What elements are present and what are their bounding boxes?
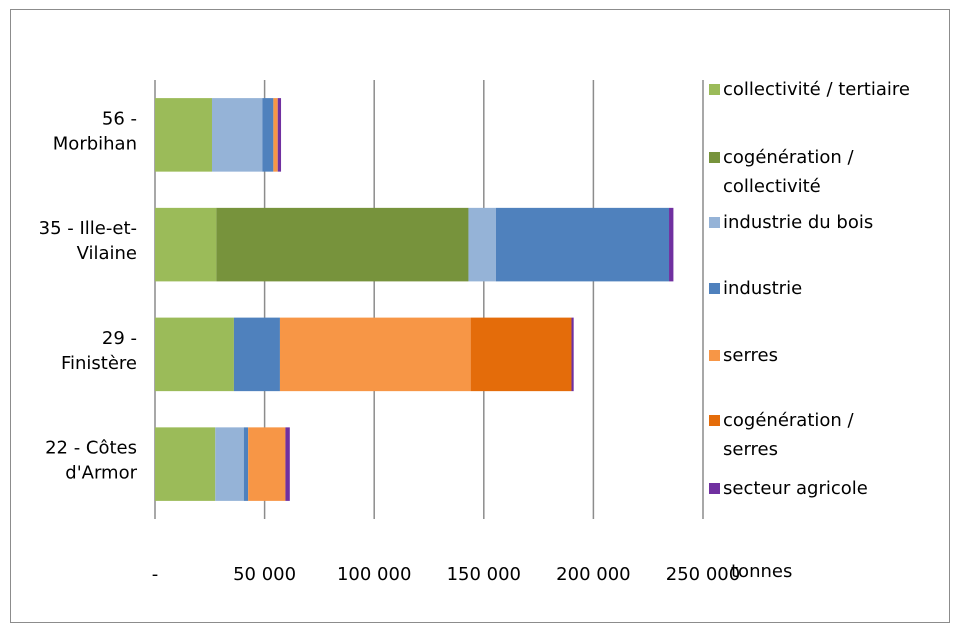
bar-segment <box>468 207 496 282</box>
category-label: 22 - Côtes <box>45 438 137 459</box>
bar-segment <box>285 427 290 501</box>
stacked-bar-chart: 56 - Morbihan 35 - Ille-et- Vilaine 29 - Fini… <box>39 79 910 585</box>
bar-segment <box>155 427 216 501</box>
x-axis-title: tonnes <box>731 561 792 582</box>
legend-swatch <box>709 283 720 294</box>
bar-segment <box>243 427 249 501</box>
bar-segment <box>495 207 670 282</box>
bar-segment <box>262 98 274 172</box>
legend-swatch <box>709 483 720 494</box>
legend-label: cogénération / <box>723 147 855 168</box>
x-tick-label: - <box>152 564 159 585</box>
legend-swatch <box>709 84 720 95</box>
bar-segment <box>233 317 280 392</box>
chart-frame: 56 - Morbihan 35 - Ille-et- Vilaine 29 - Fini… <box>10 9 950 623</box>
category-label: Morbihan <box>53 133 137 154</box>
bar-segment <box>216 207 469 282</box>
x-tick-label: 50 000 <box>233 564 296 585</box>
legend-label: collectivité <box>723 176 821 197</box>
category-label: Vilaine <box>77 243 137 264</box>
category-label: Finistère <box>61 353 137 374</box>
bar-segment <box>277 98 282 172</box>
legend-swatch <box>709 152 720 163</box>
x-tick-label: 100 000 <box>337 564 411 585</box>
x-tick-label: 200 000 <box>556 564 630 585</box>
bar-segment <box>273 98 278 172</box>
bar-segment <box>248 427 286 501</box>
category-label: 35 - Ille-et- <box>39 218 137 239</box>
legend-swatch <box>709 415 720 426</box>
legend-label: industrie du bois <box>723 212 873 233</box>
bar-segment <box>155 98 212 172</box>
category-label: d'Armor <box>65 463 137 484</box>
bar-segment <box>155 207 217 282</box>
bar-segment <box>470 317 572 392</box>
legend-label: serres <box>723 345 778 366</box>
bar-segment <box>571 317 574 392</box>
category-label: 29 - <box>102 328 137 349</box>
bar-segment <box>669 207 674 282</box>
bar-segment <box>215 427 244 501</box>
x-tick-label: 250 000 <box>666 564 740 585</box>
legend-label: serres <box>723 439 778 460</box>
bar-segment <box>279 317 471 392</box>
legend-label: secteur agricole <box>723 478 868 499</box>
legend-label: industrie <box>723 278 802 299</box>
bar-segment <box>211 98 263 172</box>
category-label: 56 - <box>102 108 137 129</box>
bar-segment <box>155 317 234 392</box>
legend-label: collectivité / tertiaire <box>723 79 910 100</box>
legend-swatch <box>709 350 720 361</box>
legend-swatch <box>709 217 720 228</box>
legend-label: cogénération / <box>723 410 855 431</box>
x-tick-label: 150 000 <box>447 564 521 585</box>
